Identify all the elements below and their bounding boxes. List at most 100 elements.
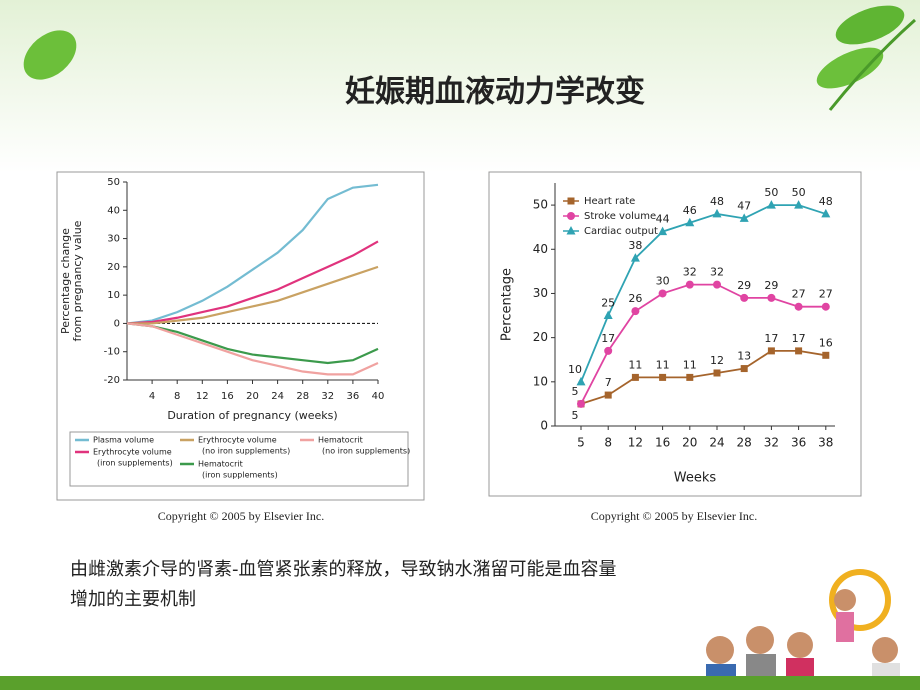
marker bbox=[767, 293, 776, 302]
marker bbox=[685, 280, 694, 289]
x-tick-label: 36 bbox=[791, 436, 806, 450]
data-label: 11 bbox=[683, 358, 697, 371]
data-label: 16 bbox=[819, 336, 833, 349]
data-label: 5 bbox=[572, 409, 579, 422]
data-label: 29 bbox=[764, 279, 778, 292]
marker bbox=[794, 302, 803, 311]
y-tick-label: 0 bbox=[540, 419, 548, 433]
marker bbox=[822, 351, 830, 359]
caption-line: 增加的主要机制 bbox=[70, 589, 196, 610]
legend-label: Hematocrit bbox=[318, 436, 363, 445]
marker bbox=[766, 200, 776, 209]
marker bbox=[659, 373, 667, 381]
series-line bbox=[126, 183, 379, 325]
y-axis-label: Percentage bbox=[500, 268, 515, 341]
data-label: 38 bbox=[628, 239, 642, 252]
x-tick-label: 32 bbox=[764, 436, 779, 450]
data-label: 13 bbox=[737, 350, 751, 363]
marker bbox=[604, 391, 612, 399]
series-line bbox=[580, 349, 826, 405]
x-tick-label: 16 bbox=[655, 436, 670, 450]
y-tick-label: 50 bbox=[107, 177, 120, 188]
x-tick-label: 40 bbox=[372, 391, 385, 402]
data-label: 50 bbox=[792, 186, 806, 199]
data-label: 27 bbox=[819, 288, 833, 301]
x-tick-label: 5 bbox=[577, 436, 585, 450]
data-label: 7 bbox=[605, 376, 612, 389]
legend-note: (no iron supplements) bbox=[322, 447, 410, 456]
x-tick-label: 8 bbox=[604, 436, 612, 450]
series-line bbox=[580, 283, 826, 405]
legend-label: Hematocrit bbox=[198, 460, 243, 469]
marker bbox=[567, 212, 575, 220]
data-label: 26 bbox=[628, 292, 642, 305]
data-label: 17 bbox=[601, 332, 615, 345]
copyright: Copyright © 2005 by Elsevier Inc. bbox=[591, 509, 757, 523]
series-line bbox=[126, 322, 379, 376]
legend-label: Plasma volume bbox=[93, 436, 154, 445]
data-label: 50 bbox=[764, 186, 778, 199]
data-label: 12 bbox=[710, 354, 724, 367]
marker bbox=[712, 208, 722, 218]
series-line bbox=[127, 265, 379, 325]
data-label: 5 bbox=[572, 385, 579, 398]
marker bbox=[685, 217, 695, 227]
legend-note: (no iron supplements) bbox=[202, 447, 290, 456]
legend-label: Erythrocyte volume bbox=[198, 436, 277, 445]
y-tick-label: 0 bbox=[114, 318, 120, 329]
x-tick-label: 16 bbox=[221, 391, 234, 402]
data-label: 29 bbox=[737, 279, 751, 292]
series-line bbox=[126, 322, 379, 365]
marker bbox=[658, 226, 668, 236]
series-line bbox=[580, 204, 827, 383]
x-tick-label: 12 bbox=[628, 436, 643, 450]
slide-title: 妊娠期血液动力学改变 bbox=[345, 75, 645, 110]
marker bbox=[630, 253, 640, 262]
marker bbox=[658, 289, 667, 298]
marker bbox=[631, 373, 639, 381]
y-tick-label: 40 bbox=[533, 242, 548, 256]
chart-frame bbox=[488, 171, 862, 497]
marker bbox=[794, 200, 804, 209]
x-tick-label: 20 bbox=[682, 436, 697, 450]
legend-label: Stroke volume bbox=[584, 211, 656, 222]
data-label: 48 bbox=[710, 195, 724, 208]
marker bbox=[740, 293, 749, 302]
data-label: 25 bbox=[601, 297, 615, 310]
y-tick-label: 40 bbox=[107, 205, 120, 216]
x-tick-label: 8 bbox=[174, 391, 180, 402]
x-tick-label: 28 bbox=[296, 391, 309, 402]
x-axis-label: Duration of pregnancy (weeks) bbox=[167, 409, 337, 422]
data-label: 17 bbox=[764, 332, 778, 345]
x-tick-label: 28 bbox=[737, 436, 752, 450]
marker bbox=[603, 310, 613, 320]
marker bbox=[795, 347, 803, 355]
x-tick-label: 32 bbox=[321, 391, 334, 402]
data-label: 11 bbox=[628, 358, 642, 371]
y-tick-label: 20 bbox=[107, 262, 120, 273]
marker bbox=[604, 346, 613, 355]
marker bbox=[821, 302, 830, 311]
legend-label: Erythrocyte volume bbox=[93, 448, 172, 457]
footer-decor bbox=[0, 569, 920, 690]
data-label: 30 bbox=[656, 274, 670, 287]
x-tick-label: 12 bbox=[196, 391, 209, 402]
marker bbox=[713, 369, 721, 377]
x-tick-label: 24 bbox=[271, 391, 284, 402]
data-label: 32 bbox=[710, 266, 724, 279]
legend-note: (iron supplements) bbox=[202, 471, 278, 480]
y-tick-label: 10 bbox=[533, 374, 548, 388]
leaf-decor bbox=[23, 5, 916, 111]
y-axis-label: Percentage change bbox=[59, 228, 72, 334]
y-tick-label: 10 bbox=[107, 290, 120, 301]
y-tick-label: 20 bbox=[533, 330, 548, 344]
data-label: 10 bbox=[568, 363, 582, 376]
marker bbox=[566, 226, 576, 235]
caption-line: 由雌激素介导的肾素-血管紧张素的释放，导致钠水潴留可能是血容量 bbox=[70, 559, 617, 580]
marker bbox=[821, 208, 831, 218]
x-tick-label: 20 bbox=[246, 391, 259, 402]
marker bbox=[686, 373, 694, 381]
y-axis-label: from pregnancy value bbox=[71, 220, 84, 341]
y-tick-label: -10 bbox=[104, 347, 120, 358]
